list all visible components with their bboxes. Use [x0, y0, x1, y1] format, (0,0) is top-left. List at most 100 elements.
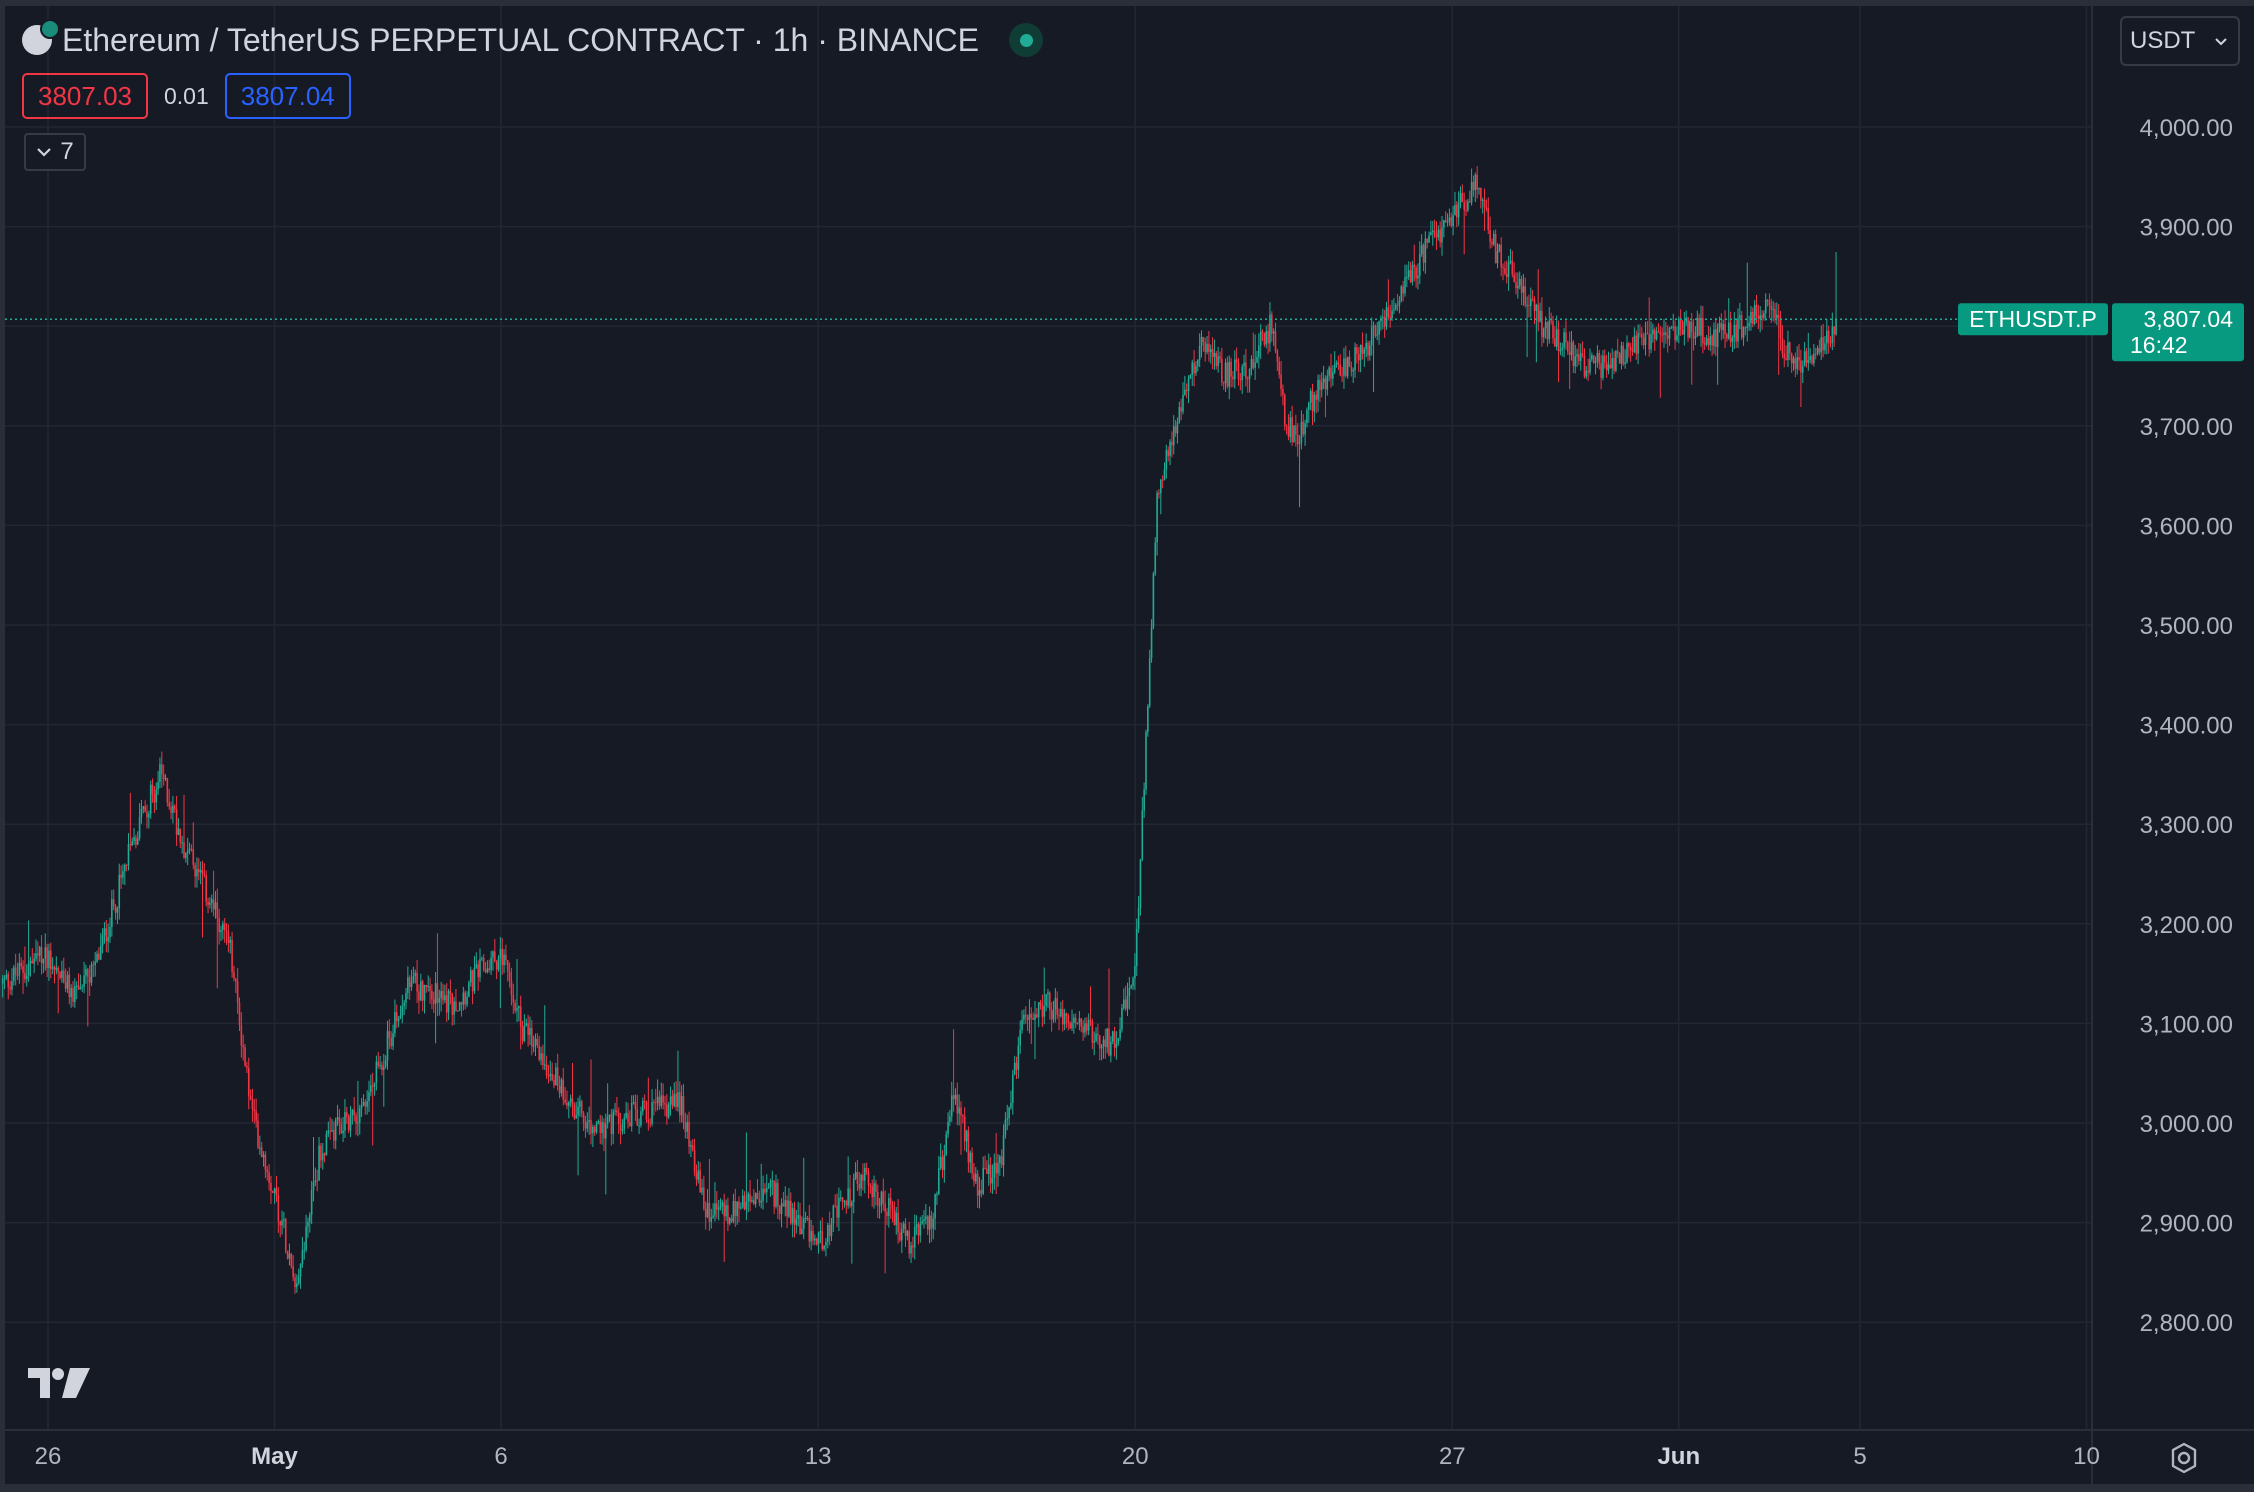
candle-body — [690, 1145, 692, 1147]
candle-body — [331, 1130, 333, 1132]
y-tick-label: 3,900.00 — [2140, 215, 2233, 242]
candle-body — [1174, 426, 1177, 434]
candle-body — [1098, 1035, 1101, 1049]
status-dot-icon[interactable] — [1009, 23, 1043, 57]
candle-body — [477, 964, 479, 978]
candle-body — [1269, 314, 1271, 344]
candle-body — [603, 1122, 605, 1139]
candle-body — [915, 1224, 918, 1227]
candle-body — [884, 1203, 886, 1213]
candle-body — [371, 1085, 374, 1087]
candle-body — [1209, 348, 1212, 353]
candle-body — [852, 1178, 855, 1203]
tradingview-logo-icon[interactable] — [28, 1366, 90, 1400]
candle-body — [1746, 326, 1749, 329]
candle-body — [1729, 322, 1732, 342]
candle-body — [1082, 1026, 1084, 1033]
candle-body — [1346, 356, 1349, 377]
sell-price-button[interactable]: 3807.03 — [22, 73, 148, 119]
candle-body — [1165, 450, 1168, 470]
candle-body — [1635, 335, 1638, 354]
candle-body — [823, 1245, 825, 1250]
symbol-legend[interactable]: Ethereum / TetherUS PERPETUAL CONTRACT ·… — [22, 19, 1043, 60]
candle-body — [1748, 322, 1750, 327]
candle-body — [18, 962, 21, 976]
candle-body — [188, 848, 191, 851]
candle-body — [1820, 337, 1823, 353]
candle-body — [1074, 1017, 1077, 1024]
candle-body — [1613, 358, 1615, 371]
candle-body — [251, 1099, 254, 1110]
candle-body — [793, 1208, 796, 1225]
candle-body — [1522, 286, 1525, 293]
candle-body — [1794, 358, 1797, 370]
candle-body — [897, 1212, 899, 1233]
candle-body — [301, 1250, 304, 1264]
candle-body — [373, 1082, 376, 1087]
candle-body — [1800, 360, 1802, 373]
candle-body — [42, 958, 45, 964]
candle-body — [451, 993, 454, 1015]
candle-body — [562, 1079, 565, 1100]
candle-body — [340, 1123, 343, 1134]
candle-body — [214, 902, 217, 910]
candle-body — [580, 1101, 583, 1114]
candle-body — [932, 1218, 935, 1229]
time-axis[interactable]: 26 May 6 13 20 27 Jun 5 10 — [35, 1443, 2100, 1470]
candle-body — [1431, 230, 1434, 233]
candle-body — [1282, 389, 1284, 395]
candle-body — [791, 1208, 794, 1224]
candle-body — [172, 805, 174, 813]
currency-select[interactable]: USDT — [2120, 16, 2240, 66]
candle-body — [673, 1093, 676, 1106]
candle-body — [7, 974, 10, 988]
price-axis[interactable]: 4,000.003,900.003,800.003,700.003,600.00… — [2140, 115, 2233, 1337]
candle-body — [399, 1015, 402, 1019]
candle-body — [1078, 1018, 1081, 1023]
candle-body — [841, 1197, 844, 1202]
candle-body — [1739, 315, 1741, 318]
candle-body — [710, 1217, 713, 1222]
candle-body — [347, 1116, 350, 1131]
candle-body — [462, 992, 465, 1005]
candle-body — [843, 1201, 846, 1203]
candle-body — [1724, 324, 1726, 335]
candle-body — [1607, 364, 1610, 371]
candle-body — [353, 1109, 355, 1116]
candle-body — [1628, 343, 1630, 347]
candle-body — [229, 939, 232, 943]
candle-body — [638, 1125, 640, 1127]
candle-body — [53, 966, 56, 970]
candle-body — [1239, 379, 1242, 381]
candle-body — [621, 1129, 624, 1131]
candle-body — [595, 1123, 598, 1133]
candle-body — [808, 1217, 811, 1242]
indicators-toggle-button[interactable]: 7 — [24, 133, 86, 171]
candle-body — [662, 1095, 664, 1103]
candle-body — [871, 1186, 873, 1198]
currency-value: USDT — [2130, 27, 2196, 54]
candle-body — [569, 1098, 572, 1102]
candle-body — [1563, 332, 1565, 348]
candle-body — [77, 985, 80, 990]
candle-body — [1065, 1013, 1068, 1016]
candle-body — [362, 1101, 365, 1106]
candle-body — [377, 1061, 380, 1066]
candle-body — [1243, 362, 1245, 367]
candle-body — [605, 1123, 607, 1139]
candle-body — [394, 1012, 396, 1034]
settings-icon[interactable] — [2166, 1440, 2202, 1476]
candle-body — [453, 1001, 455, 1015]
candle-body — [1727, 322, 1730, 339]
candle-body — [949, 1116, 951, 1122]
candle-body — [255, 1111, 257, 1121]
candle-body — [1687, 317, 1689, 338]
buy-price-button[interactable]: 3807.04 — [224, 73, 351, 119]
candle-body — [83, 975, 85, 987]
candle-body — [1276, 350, 1279, 362]
candle-body — [1396, 304, 1399, 306]
spread-value: 0.01 — [163, 82, 209, 109]
candle-body — [1694, 336, 1697, 339]
candle-body — [1681, 329, 1684, 335]
